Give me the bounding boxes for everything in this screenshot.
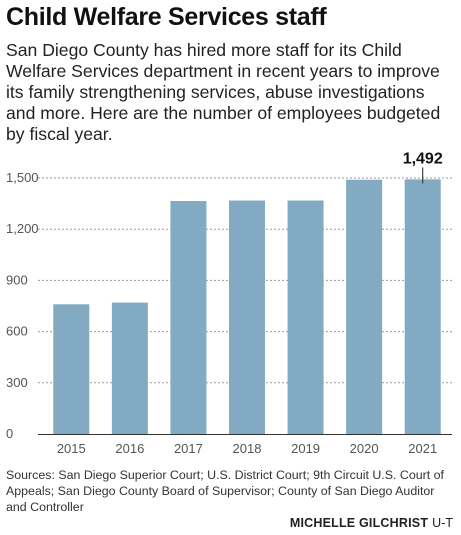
y-tick-label-0: 0	[6, 426, 13, 441]
y-tick-label-1200: 1,200	[6, 221, 39, 236]
chart-subtitle: San Diego County has hired more staff fo…	[6, 40, 441, 144]
data-label-2021: 1,492	[403, 150, 443, 167]
bar-2017	[170, 201, 207, 434]
x-tick-label-2018: 2018	[233, 441, 262, 456]
credit-org: U-T	[432, 516, 453, 530]
y-tick-label-300: 300	[6, 375, 28, 390]
bar-2019	[287, 200, 324, 434]
x-tick-label-2019: 2019	[291, 441, 320, 456]
bar-chart: 0 300 600 900 1,200 1,500 2015 2016 2017 2018 2019…	[6, 150, 452, 456]
chart-title: Child Welfare Services staff	[6, 3, 327, 31]
x-tick-label-2016: 2016	[115, 441, 144, 456]
credit-name: MICHELLE GILCHRIST	[289, 516, 429, 530]
y-tick-label-900: 900	[6, 272, 28, 287]
x-tick-label-2021: 2021	[408, 441, 437, 456]
bar-2020	[346, 179, 383, 434]
bar-2021	[404, 179, 441, 434]
bar-2018	[229, 200, 265, 434]
bar-2016	[111, 302, 148, 434]
bar-2015	[53, 304, 90, 434]
x-tick-label-2020: 2020	[350, 441, 379, 456]
x-tick-label-2017: 2017	[174, 441, 203, 456]
y-tick-label-600: 600	[6, 324, 28, 339]
y-tick-label-1500: 1,500	[6, 170, 39, 185]
sources-note: Sources: San Diego Superior Court; U.S. …	[6, 468, 444, 514]
x-tick-label-2015: 2015	[57, 441, 86, 456]
credit-line: MICHELLE GILCHRIST U-T	[290, 516, 453, 530]
